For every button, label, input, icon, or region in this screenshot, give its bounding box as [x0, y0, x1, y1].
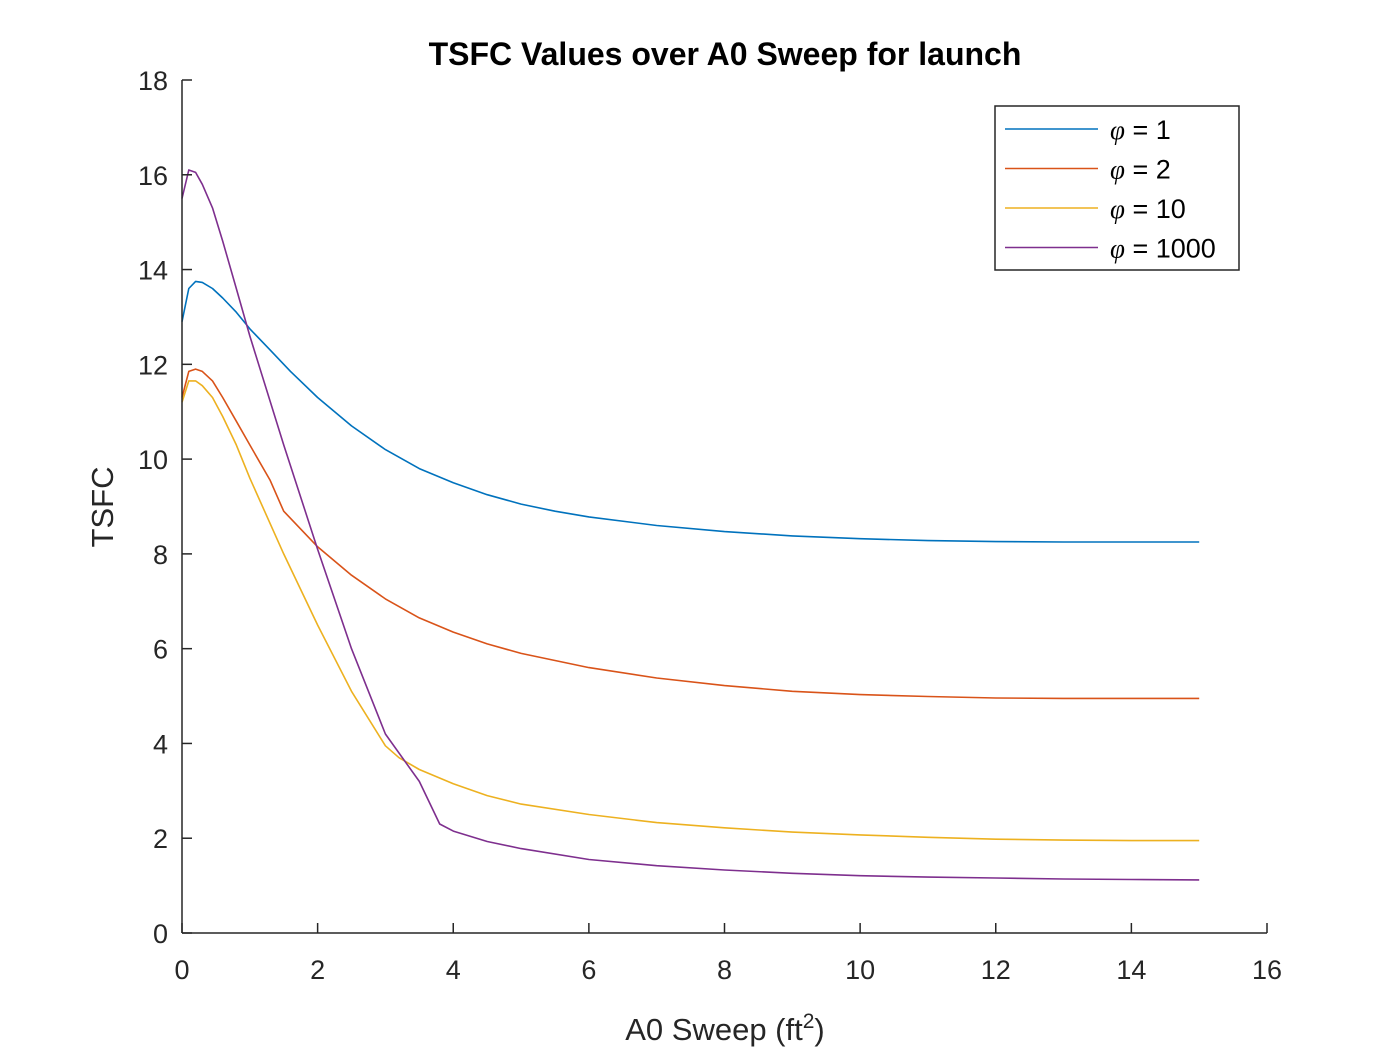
x-axis-label: A0 Sweep (ft2): [625, 1010, 825, 1047]
y-tick-label: 6: [153, 635, 168, 665]
legend-label: φ = 1000: [1110, 234, 1216, 264]
x-axis-ticks: 0 2 4 6 8 10 12 14 16: [174, 923, 1282, 985]
y-tick-label: 0: [153, 919, 168, 949]
legend-label: φ = 2: [1110, 155, 1171, 185]
y-tick-label: 8: [153, 540, 168, 570]
series-layer: [181, 169, 1200, 881]
y-tick-label: 10: [138, 445, 168, 475]
series-line-4: [181, 169, 1200, 881]
y-tick-label: 4: [153, 729, 168, 759]
legend-items: φ = 1 φ = 2 φ = 10 φ = 1000: [1005, 115, 1216, 264]
x-tick-label: 14: [1116, 955, 1146, 985]
y-axis-label: TSFC: [85, 467, 120, 548]
series-line-3: [181, 380, 1200, 842]
plot-area: 0 2 4 6 8 10 12 14 16 0 2 4 6 8 10 12 14 16 18: [138, 66, 1282, 985]
legend-box: [994, 105, 1240, 271]
legend-label: φ = 1: [1110, 115, 1171, 145]
chart-title: TSFC Values over A0 Sweep for launch: [429, 36, 1022, 72]
y-axis-ticks: 0 2 4 6 8 10 12 14 16 18: [138, 66, 192, 949]
y-tick-label: 18: [138, 66, 168, 96]
y-tick-label: 14: [138, 256, 168, 286]
x-tick-label: 4: [446, 955, 461, 985]
x-tick-label: 10: [845, 955, 875, 985]
legend-label: φ = 10: [1110, 194, 1186, 224]
x-tick-label: 0: [174, 955, 189, 985]
series-line-1: [181, 280, 1200, 543]
y-tick-label: 12: [138, 350, 168, 380]
x-tick-label: 6: [581, 955, 596, 985]
x-tick-label: 16: [1252, 955, 1282, 985]
y-tick-label: 16: [138, 161, 168, 191]
x-tick-label: 8: [717, 955, 732, 985]
series-line-2: [181, 368, 1200, 700]
x-tick-label: 2: [310, 955, 325, 985]
y-tick-label: 2: [153, 824, 168, 854]
x-tick-label: 12: [981, 955, 1011, 985]
legend: φ = 1 φ = 2 φ = 10 φ = 1000: [994, 105, 1240, 271]
